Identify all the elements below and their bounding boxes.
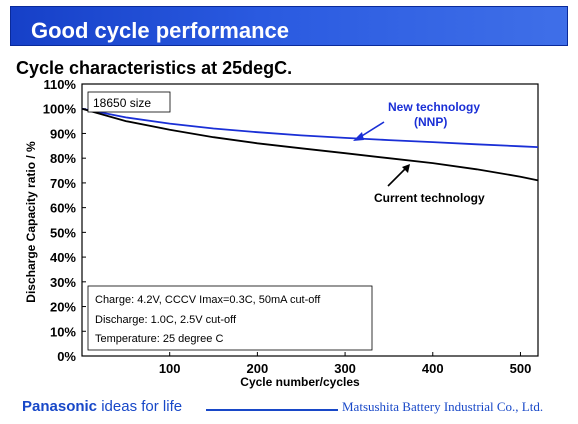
x-tick-label: 500 <box>510 361 532 376</box>
size-label: 18650 size <box>93 96 151 110</box>
y-tick-label: 30% <box>50 275 76 290</box>
condition-discharge: Discharge: 1.0C, 2.5V cut-off <box>95 314 237 326</box>
y-tick-label: 100% <box>43 102 77 117</box>
footer-divider <box>206 409 338 411</box>
footer-company: Matsushita Battery Industrial Co., Ltd. <box>342 399 544 414</box>
slide-title: Good cycle performance <box>31 18 289 43</box>
title-bar: Good cycle performance <box>10 6 568 46</box>
x-tick-label: 400 <box>422 361 444 376</box>
new-tech-label-line2: (NNP) <box>414 115 447 129</box>
size-label-box <box>87 91 171 113</box>
y-tick-label: 10% <box>50 324 76 339</box>
y-axis-title: Discharge Capacity ratio / % <box>24 141 38 303</box>
x-tick-label: 100 <box>159 361 181 376</box>
y-tick-label: 90% <box>50 126 76 141</box>
y-tick-label: 110% <box>43 77 76 92</box>
y-tick-label: 0% <box>57 349 76 364</box>
y-axis-ticks: 0% 10% 20% 30% 40% 50% 60% 70% 80% 90% 100% 110% <box>43 77 86 364</box>
new-tech-label-line1: New technology <box>388 100 480 114</box>
new-tech-arrowhead <box>353 132 364 141</box>
chart-title: Cycle characteristics at 25degC. <box>16 58 293 78</box>
x-tick-label: 300 <box>334 361 356 376</box>
y-tick-label: 70% <box>50 176 76 191</box>
y-tick-label: 40% <box>50 250 76 265</box>
x-tick-label: 200 <box>247 361 269 376</box>
y-tick-label: 20% <box>50 300 76 315</box>
y-tick-label: 50% <box>50 225 76 240</box>
x-axis-ticks: 100 200 300 400 500 <box>159 352 531 376</box>
current-tech-arrowhead <box>402 164 410 173</box>
series-lines <box>81 107 539 182</box>
footer-brand: Panasonic ideas for life <box>22 398 182 415</box>
current-technology-line <box>81 107 539 182</box>
current-tech-label: Current technology <box>374 191 485 205</box>
condition-charge: Charge: 4.2V, CCCV Imax=0.3C, 50mA cut-o… <box>95 294 321 306</box>
new-technology-line <box>81 107 539 148</box>
panasonic-logo: Panasonic <box>22 398 98 415</box>
y-tick-label: 60% <box>50 201 76 216</box>
y-tick-label: 80% <box>50 151 76 166</box>
condition-temperature: Temperature: 25 degree C <box>95 333 223 345</box>
x-axis-title: Cycle number/cycles <box>240 375 360 389</box>
footer-tagline: ideas for life <box>101 398 183 415</box>
conditions-box <box>87 285 373 351</box>
current-tech-arrow <box>387 166 408 187</box>
